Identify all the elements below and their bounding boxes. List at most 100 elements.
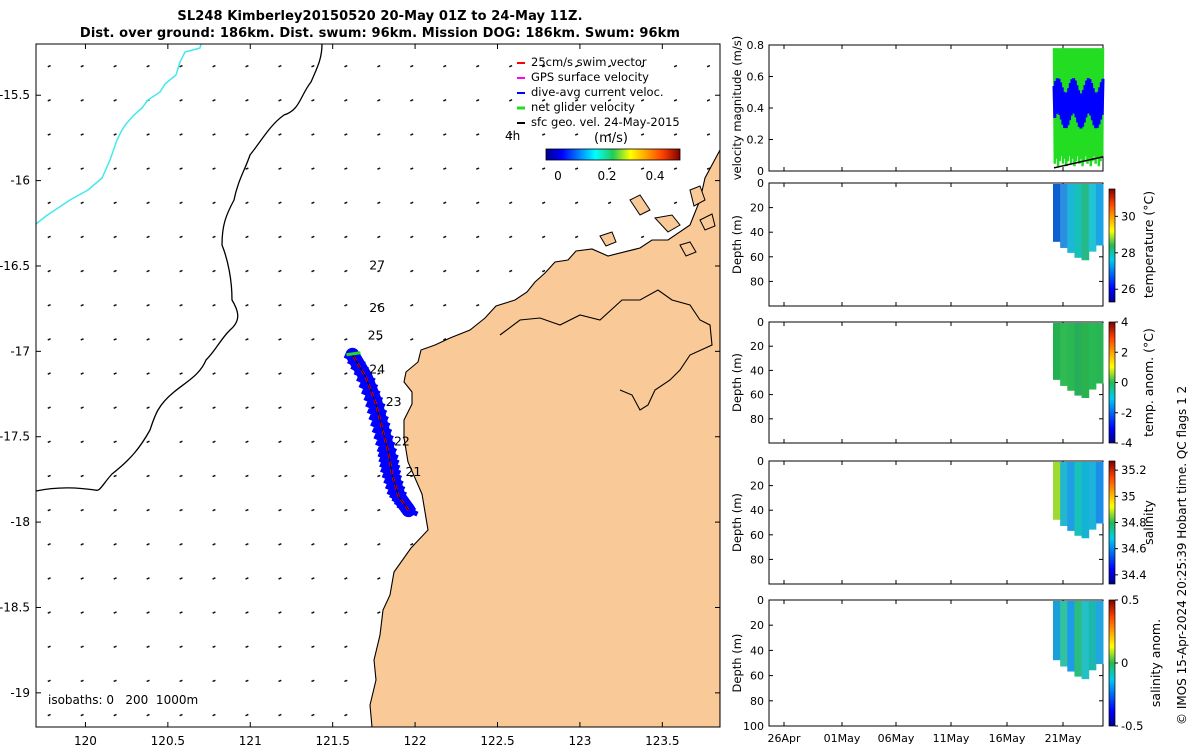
y-tick-label: 40 [750,644,764,657]
surface-velocity-vector [47,611,51,614]
dive-avg-current-vector [356,376,379,390]
dive-avg-velocity-line [1052,78,1105,129]
y-tick-label: 40 [750,364,764,377]
surface-velocity-vector [80,508,84,512]
x-tick-label: 123 [568,734,591,748]
surface-velocity-vector [245,611,249,614]
surface-velocity-vector [212,167,216,170]
surface-velocity-vector [212,543,216,546]
surface-velocity-vector [212,201,216,205]
surface-velocity-vector [410,269,414,273]
surface-velocity-vector [212,303,216,307]
surface-velocity-vector [113,269,117,273]
surface-velocity-vector [377,99,381,102]
surface-velocity-vector [80,133,84,136]
legend-item-dive: dive-avg current veloc. [517,85,664,99]
y-tick-label: 60 [750,251,764,264]
surface-velocity-vector [212,406,216,409]
heatmap-cell [1095,184,1104,246]
surface-velocity-vector [377,577,381,580]
surface-velocity-vector [541,167,546,170]
heatmap-cell [1074,184,1083,258]
legend-label: 25cm/s swim vector [531,55,647,69]
surface-velocity-vector [344,99,348,102]
day-label: 21 [405,464,421,479]
y-tick-label: 0.4 [747,102,765,115]
dive-avg-current-vector [370,420,393,435]
panel-colorbar [1108,321,1116,444]
surface-velocity-vector [245,235,249,239]
glider-track-line [352,354,409,511]
surface-velocity-vector [640,167,645,170]
panel-frame [768,182,1104,307]
surface-velocity-vector [311,508,315,512]
heatmap-cell [1060,601,1068,667]
colorbar-tick-label: 2 [1121,345,1128,359]
heatmap-cell [1067,462,1075,531]
surface-velocity-vector [508,99,513,102]
surface-velocity-vector [179,133,183,136]
surface-velocity-vector [377,269,381,273]
surface-velocity-vector [706,133,711,136]
x-tick-label: 26Apr [767,732,801,745]
depth-panel: 0 20 40 60 80 Depth (m) 35.2 35 34.8 34.6 34.4 sali… [730,455,1156,585]
colorbar-tick: 0.2 [597,169,616,183]
surface-velocity-vector [80,235,84,239]
surface-velocity-vector [245,372,249,375]
y-tick-label: 40 [750,226,764,239]
surface-velocity-vector [344,269,348,273]
surface-velocity-vector [212,235,216,239]
surface-velocity-vector [212,474,216,478]
colorbar-label: temperature (°C) [1141,191,1156,298]
surface-velocity-vector [47,235,51,239]
surface-velocity-vector [212,645,216,649]
y-tick-label: 0.8 [747,39,765,52]
y-tick-label: 60 [750,389,764,402]
surface-velocity-vector [245,713,249,717]
surface-velocity-vector [113,645,117,649]
surface-velocity-vector [278,372,282,375]
y-tick-label: -19 [10,686,30,700]
surface-velocity-vector [146,269,150,273]
y-tick-label: 80 [750,275,764,288]
surface-velocity-vector [47,167,51,170]
surface-velocity-vector [410,64,414,68]
surface-velocity-vector [179,372,183,375]
surface-velocity-vector [212,64,216,68]
heatmap-cell [1095,323,1104,384]
heatmap-cell [1060,184,1068,248]
surface-velocity-vector [179,508,183,512]
heatmap-cell [1067,601,1075,672]
colorbar-tick-label: 35 [1121,489,1136,503]
surface-velocity-vector [245,577,249,580]
heatmap-cell [1095,462,1104,524]
surface-velocity-vector [278,201,282,205]
surface-velocity-vector [410,201,414,205]
y-tick-label: 0 [757,594,764,607]
surface-velocity-vector [344,543,348,546]
surface-velocity-vector [146,338,150,341]
surface-velocity-vector [47,645,51,649]
surface-velocity-vector [212,577,216,580]
surface-velocity-vector [245,406,249,409]
surface-velocity-vector [47,679,51,683]
heatmap-cell [1081,323,1090,399]
surface-velocity-vector [640,64,645,68]
surface-velocity-vector [476,167,480,170]
panel-colorbar [1108,188,1116,303]
island-cluster [599,185,716,257]
surface-velocity-vector [47,577,51,580]
surface-velocity-vector [146,474,150,478]
surface-velocity-vector [344,406,348,409]
surface-velocity-vector [179,201,183,205]
dive-avg-current-vector [383,478,406,492]
surface-velocity-vector [574,167,579,170]
surface-velocity-vector [146,64,150,68]
colorbar-label: temp. anom. (°C) [1141,328,1156,437]
surface-velocity-vector [377,133,381,136]
surface-velocity-vector [410,133,414,136]
surface-velocity-vector [311,611,315,614]
surface-velocity-vector [410,235,414,239]
x-tick-label: 21May [1045,732,1082,745]
